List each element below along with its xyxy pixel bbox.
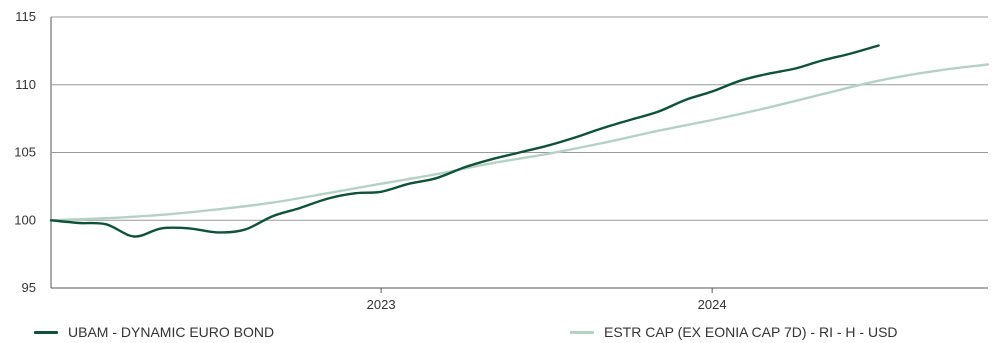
y-tick-label: 115 — [15, 9, 36, 24]
x-axis: 2023 2024 — [367, 288, 727, 312]
legend-item-ubam: UBAM - DYNAMIC EURO BOND — [34, 322, 274, 342]
legend-label-estr: ESTR CAP (EX EONIA CAP 7D) - RI - H - US… — [604, 324, 898, 340]
series-lines — [49, 44, 990, 238]
gridlines — [50, 16, 988, 289]
y-tick-label: 105 — [14, 145, 36, 160]
legend-item-estr: ESTR CAP (EX EONIA CAP 7D) - RI - H - US… — [570, 322, 898, 342]
x-tick-label: 2023 — [367, 297, 396, 312]
y-tick-label: 95 — [22, 280, 36, 295]
legend-swatch-estr — [570, 330, 594, 334]
series-line-0 — [49, 44, 880, 238]
y-axis: 95 100 105 110 115 — [14, 9, 36, 295]
series-line-1 — [49, 63, 990, 222]
legend-label-ubam: UBAM - DYNAMIC EURO BOND — [68, 324, 275, 340]
x-tick-label: 2024 — [698, 297, 727, 312]
y-tick-label: 100 — [14, 212, 36, 227]
y-tick-label: 110 — [15, 77, 36, 92]
legend-swatch-ubam — [34, 330, 58, 334]
